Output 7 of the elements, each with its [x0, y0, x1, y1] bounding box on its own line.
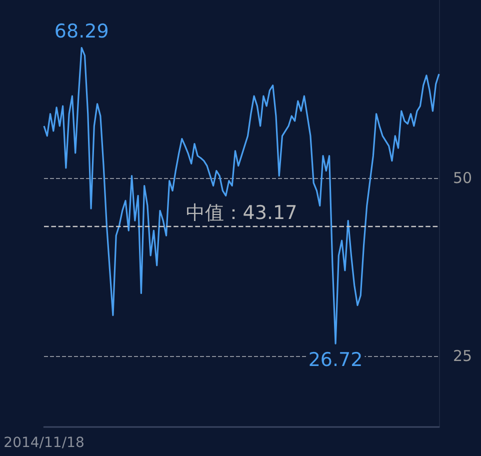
- data-label: 68.29: [54, 20, 109, 42]
- data-label: 26.72: [308, 349, 363, 372]
- y-tick-label: 25: [453, 346, 472, 365]
- ref-line-label: 中值：43.17: [186, 202, 298, 224]
- line-series: [43, 46, 440, 344]
- y-tick-label: 50: [453, 168, 472, 187]
- x-tick-label: 2014/11/18: [4, 435, 84, 451]
